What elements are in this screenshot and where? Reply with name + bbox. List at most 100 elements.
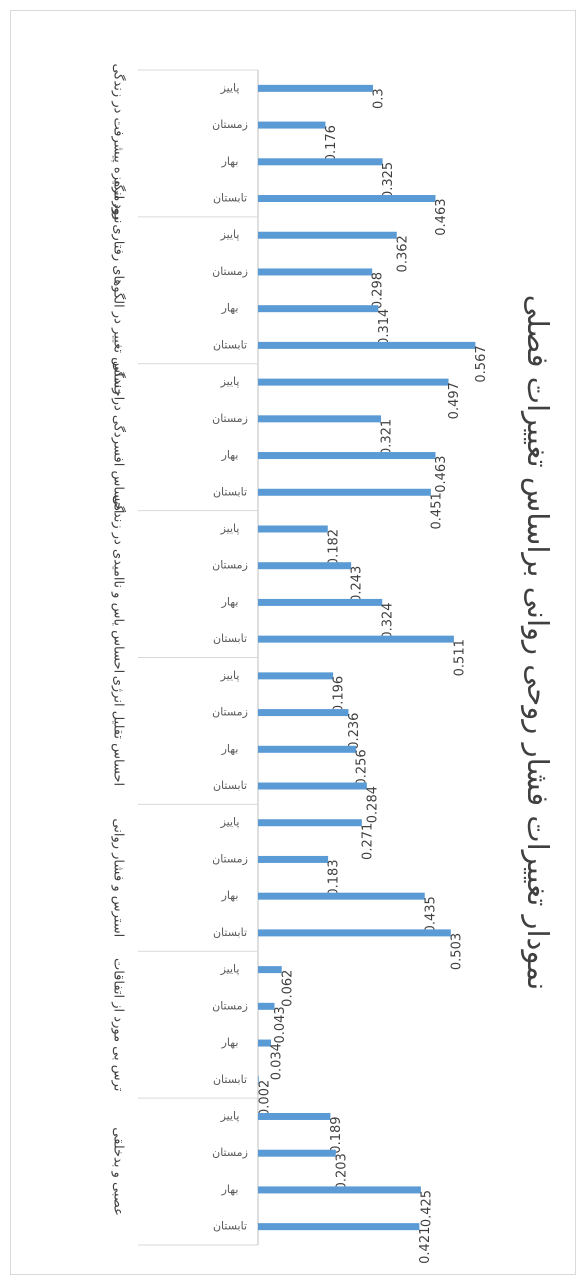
bar — [258, 305, 379, 313]
bar — [257, 709, 349, 717]
rotated-chart-area: نمودار تغییرات فشار روحی روانی براساس تغ… — [10, 10, 576, 1275]
subcategory-label: زمستان — [212, 999, 248, 1012]
data-label: 0.271 — [360, 823, 375, 860]
subcategory-label: بهار — [221, 1183, 239, 1196]
subcategory-label: پاییز — [220, 963, 240, 976]
subcategory-label: تابستان — [213, 779, 247, 792]
subcategory-label: پاییز — [220, 81, 240, 94]
subcategory-label: زمستان — [212, 265, 248, 278]
subcategory-label: بهار — [221, 449, 239, 462]
bar — [258, 378, 449, 386]
bar — [257, 966, 282, 974]
subcategory-label: بهار — [221, 302, 239, 315]
subcategory-label: پاییز — [220, 522, 240, 535]
data-label: 0.182 — [326, 529, 341, 566]
subcategory-label: زمستان — [212, 852, 248, 865]
subcategory-label: تابستان — [213, 1220, 247, 1233]
subcategory-label: تابستان — [213, 926, 247, 939]
bar — [258, 819, 362, 827]
bar — [258, 1112, 331, 1120]
data-label: 0.425 — [419, 1190, 434, 1227]
bar — [258, 452, 436, 460]
data-label: 0.362 — [395, 235, 410, 272]
subcategory-label: پاییز — [220, 816, 240, 829]
data-label: 0.034 — [270, 1043, 285, 1080]
subcategory-label: پاییز — [220, 669, 240, 682]
category-label: استرس و فشار روانی — [111, 818, 126, 937]
data-label: 0.243 — [350, 566, 365, 603]
data-label: 0.043 — [273, 1006, 288, 1043]
bar — [258, 1002, 275, 1010]
bar — [257, 341, 476, 349]
subcategory-label: پاییز — [220, 228, 240, 241]
bar — [258, 1186, 421, 1194]
subcategory-label: بهار — [221, 155, 239, 168]
bar — [258, 268, 373, 276]
data-label: 0.324 — [381, 602, 396, 639]
data-label: 0.435 — [423, 896, 438, 933]
subcategory-label: بهار — [221, 742, 239, 755]
category-label: احساس تقلیل انرژی — [111, 676, 126, 786]
subcategory-label: پاییز — [220, 1109, 240, 1122]
data-label: 0.183 — [327, 859, 342, 896]
subcategory-label: تابستان — [213, 1073, 247, 1086]
subcategory-label: بهار — [221, 595, 239, 608]
data-label: 0.463 — [434, 199, 449, 236]
data-label: 0.567 — [474, 345, 489, 382]
data-label: 0.203 — [334, 1153, 349, 1190]
category-label: احساس یاس و ناامیدی در زندگی — [111, 495, 127, 673]
subcategory-label: بهار — [221, 1036, 239, 1049]
bar — [257, 121, 326, 129]
data-label: 0.463 — [434, 456, 449, 493]
subcategory-label: بهار — [221, 889, 239, 902]
data-label: 0.321 — [380, 419, 395, 456]
category-label: نبود انگیزه پیشرفت در زندگی — [111, 63, 127, 223]
bar — [258, 598, 383, 606]
chart-title: نمودار تغییرات فشار روحی روانی براساس تغ… — [521, 295, 555, 991]
subcategory-label: پاییز — [220, 375, 240, 388]
data-label: 0.062 — [280, 970, 295, 1007]
subcategory-label: تابستان — [213, 485, 247, 498]
subcategory-label: زمستان — [212, 412, 248, 425]
data-label: 0.325 — [381, 162, 396, 199]
data-label: 0.236 — [347, 713, 362, 750]
data-label: 0.298 — [371, 272, 386, 309]
data-label: 0.511 — [452, 639, 467, 676]
subcategory-label: زمستان — [212, 118, 248, 131]
category-label: احساس افسردگی در زندگی — [111, 361, 127, 514]
category-label: احساس تغییر در الگوهای رفتاری روزمره — [111, 180, 127, 400]
bar — [258, 415, 382, 423]
data-label: 0.256 — [355, 749, 370, 786]
subcategory-label: تابستان — [213, 192, 247, 205]
data-label: 0.314 — [377, 309, 392, 346]
bar — [258, 195, 436, 203]
bar — [257, 855, 329, 863]
bar — [258, 84, 373, 92]
bar — [257, 1076, 259, 1084]
bar — [258, 672, 334, 680]
subcategory-label: زمستان — [212, 1146, 248, 1159]
bar-chart: نمودار تغییرات فشار روحی روانی براساس تغ… — [111, 63, 556, 1263]
bar — [257, 525, 328, 533]
data-label: 0.503 — [449, 933, 464, 970]
subcategory-label: زمستان — [212, 559, 248, 572]
bar — [258, 488, 431, 496]
data-label: 0.284 — [365, 786, 380, 823]
bar — [258, 1223, 420, 1231]
category-label: ترس بی مورد از اتفاقات — [111, 958, 126, 1092]
data-label: 0.196 — [332, 676, 347, 713]
bar — [258, 635, 454, 643]
category-label: عصبی و بدخلقی — [111, 1127, 126, 1216]
data-label: 0.3 — [372, 88, 387, 109]
data-label: 0.176 — [324, 125, 339, 162]
bar — [258, 892, 425, 900]
subcategory-label: تابستان — [213, 338, 247, 351]
bar — [258, 231, 397, 239]
subcategory-label: تابستان — [213, 632, 247, 645]
data-label: 0.002 — [257, 1080, 272, 1117]
subcategory-label: زمستان — [212, 706, 248, 719]
data-label: 0.497 — [447, 382, 462, 419]
bar — [258, 1149, 336, 1157]
bar — [257, 1039, 272, 1047]
